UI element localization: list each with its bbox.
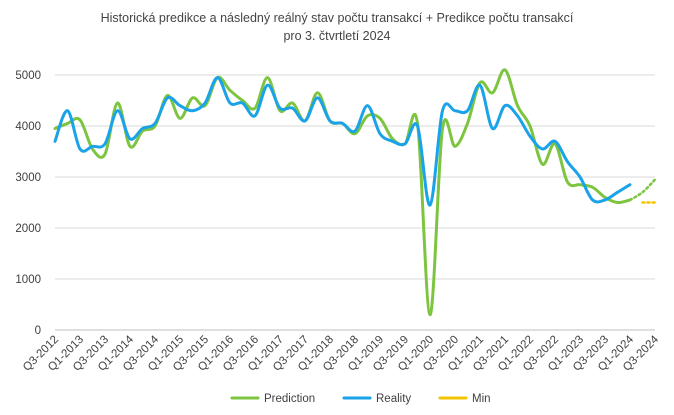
y-tick-label: 2000 bbox=[15, 223, 41, 235]
x-tick-labels: Q3-2012Q1-2013Q3-2013Q1-2014Q3-2014Q1-20… bbox=[21, 333, 662, 374]
y-tick-label: 5000 bbox=[15, 70, 41, 82]
y-tick-label: 0 bbox=[35, 325, 41, 337]
legend-label-prediction: Prediction bbox=[264, 393, 315, 405]
legend: Prediction Reality Min bbox=[230, 393, 491, 405]
legend-label-min: Min bbox=[472, 393, 491, 405]
legend-label-reality: Reality bbox=[376, 393, 411, 405]
y-tick-labels: 0 1000 2000 3000 4000 5000 bbox=[15, 70, 41, 337]
chart-title-line-2: pro 3. čtvrtletí 2024 bbox=[283, 29, 390, 43]
y-tick-label: 3000 bbox=[15, 172, 41, 184]
series-lines bbox=[53, 68, 657, 317]
series-prediction-line bbox=[53, 68, 632, 317]
y-tick-label: 1000 bbox=[15, 274, 41, 286]
series-reality-line bbox=[53, 76, 632, 207]
chart-title-line-1: Historická predikce a následný reálný st… bbox=[101, 11, 574, 25]
y-tick-label: 4000 bbox=[15, 121, 41, 133]
series-prediction-projection bbox=[628, 178, 657, 202]
